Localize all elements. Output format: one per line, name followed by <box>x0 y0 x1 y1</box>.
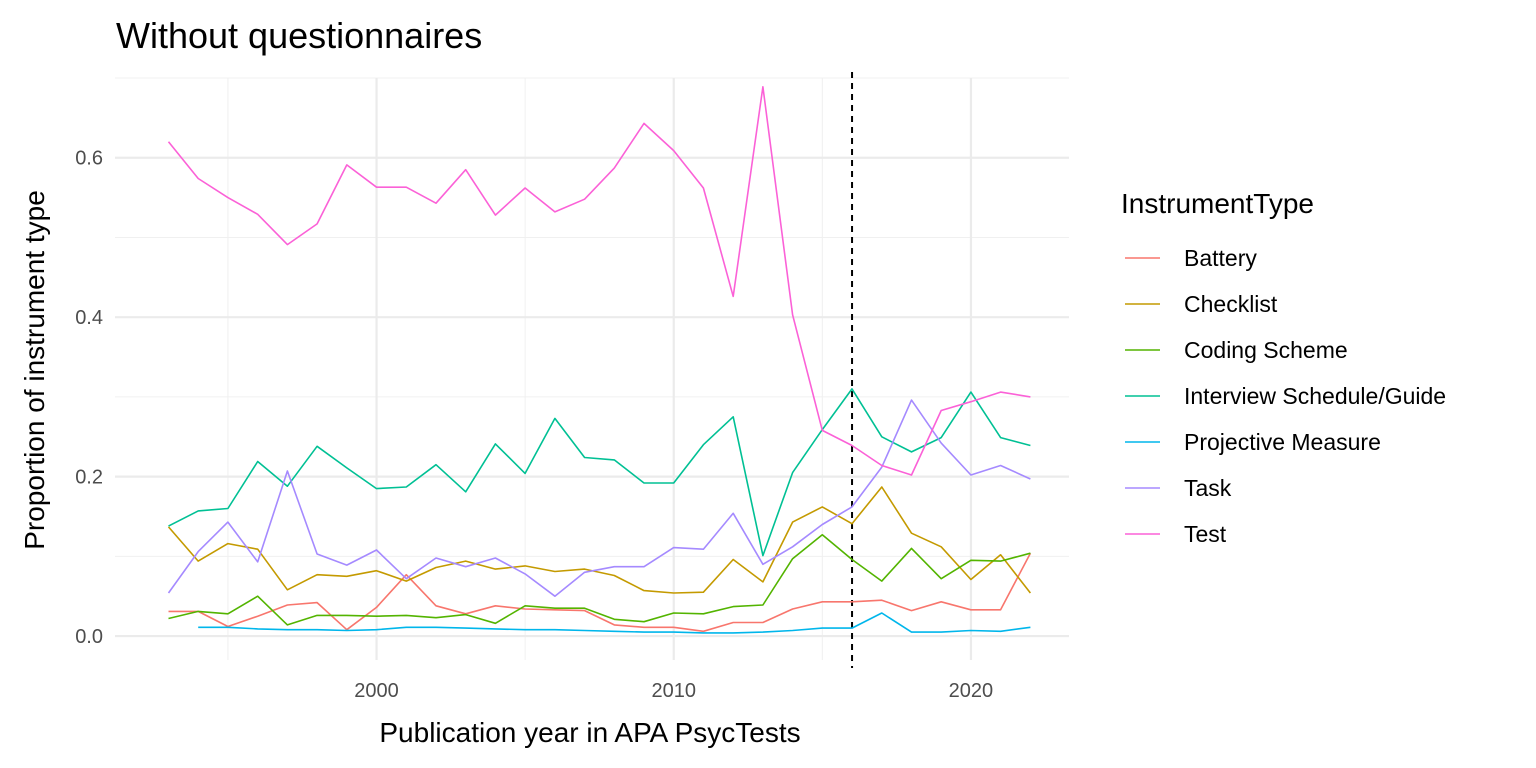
series-line-test <box>167 86 1031 476</box>
legend-item: Projective Measure <box>1125 429 1381 455</box>
legend-label: Interview Schedule/Guide <box>1184 383 1446 409</box>
series-line-checklist <box>167 486 1032 594</box>
legend-item: Coding Scheme <box>1125 337 1348 363</box>
legend-item: Battery <box>1125 245 1257 271</box>
legend-title: InstrumentType <box>1121 188 1314 219</box>
x-tick-label: 2020 <box>949 680 994 702</box>
y-axis-title: Proportion of instrument type <box>19 190 50 550</box>
legend-label: Coding Scheme <box>1184 337 1348 363</box>
legend-label: Battery <box>1184 245 1257 271</box>
y-tick-label: 0.6 <box>75 148 103 170</box>
y-tick-labels: 0.0 0.2 0.4 0.6 <box>75 148 103 648</box>
x-axis-title: Publication year in APA PsycTests <box>379 717 800 748</box>
series-lines <box>167 86 1032 634</box>
series-line-battery <box>168 552 1032 633</box>
x-tick-labels: 2000 2010 2020 <box>354 680 993 702</box>
series-line-task <box>167 399 1031 598</box>
legend-label: Task <box>1184 475 1232 501</box>
y-tick-label: 0.2 <box>75 467 103 489</box>
x-tick-label: 2000 <box>354 680 399 702</box>
legend-label: Projective Measure <box>1184 429 1381 455</box>
chart-title: Without questionnaires <box>116 15 482 56</box>
legend-label: Checklist <box>1184 291 1278 317</box>
legend: InstrumentType Battery Checklist Coding Sc… <box>1121 188 1446 547</box>
legend-item: Checklist <box>1125 291 1278 317</box>
series-line-interview-schedule-guide <box>168 388 1031 557</box>
x-tick-label: 2010 <box>651 680 696 702</box>
legend-items: Battery Checklist Coding Scheme Interview S… <box>1125 245 1446 547</box>
y-tick-label: 0.4 <box>75 307 103 329</box>
grid-lines <box>115 77 1069 660</box>
legend-item: Interview Schedule/Guide <box>1125 383 1446 409</box>
legend-label: Test <box>1184 521 1227 547</box>
series-line-coding-scheme <box>168 533 1031 626</box>
legend-item: Task <box>1125 475 1232 501</box>
series-line-projective-measure <box>198 612 1031 634</box>
y-tick-label: 0.0 <box>75 626 103 648</box>
legend-item: Test <box>1125 521 1227 547</box>
